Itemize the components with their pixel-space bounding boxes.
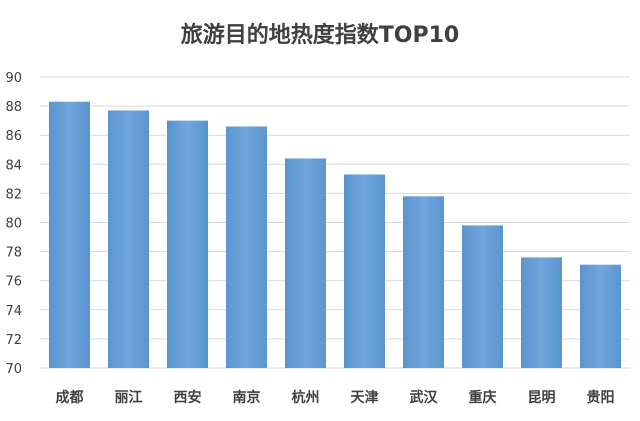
y-tick-label: 70 <box>5 362 22 377</box>
x-axis-labels: 成都 丽江 西安 南京 杭州 天津 武汉 重庆 昆明 贵阳 <box>56 389 615 406</box>
x-tick-label: 杭州 <box>292 389 320 406</box>
bars <box>49 101 621 369</box>
x-tick-label: 天津 <box>351 389 379 406</box>
y-tick-label: 90 <box>5 71 22 86</box>
y-tick-label: 78 <box>5 246 22 261</box>
bar-10 <box>580 264 621 368</box>
bar-6 <box>344 174 385 368</box>
bar-9 <box>521 257 562 368</box>
x-tick-label: 丽江 <box>115 389 143 406</box>
x-tick-label: 成都 <box>56 389 84 406</box>
chart-title: 旅游目的地热度指数TOP10 <box>181 22 459 48</box>
x-tick-label: 重庆 <box>469 389 497 406</box>
x-tick-label: 贵阳 <box>587 389 615 406</box>
bar-2 <box>108 110 149 368</box>
x-tick-label: 武汉 <box>410 389 439 406</box>
x-tick-label: 南京 <box>233 389 261 406</box>
bar-5 <box>285 158 326 368</box>
y-tick-label: 80 <box>5 217 22 232</box>
y-tick-label: 72 <box>5 333 22 348</box>
bar-3 <box>167 120 208 369</box>
x-tick-label: 西安 <box>174 389 202 406</box>
y-axis-ticks: 70 72 74 76 78 80 82 84 86 88 90 <box>5 71 22 377</box>
y-tick-label: 76 <box>5 275 22 290</box>
y-tick-label: 82 <box>5 187 22 202</box>
y-tick-label: 74 <box>5 304 22 319</box>
bar-4 <box>226 126 267 368</box>
bar-1 <box>49 101 90 369</box>
x-tick-label: 昆明 <box>528 390 556 406</box>
y-tick-label: 84 <box>5 158 22 173</box>
y-tick-label: 86 <box>5 129 22 144</box>
y-tick-label: 88 <box>5 100 22 115</box>
bar-7 <box>403 196 444 368</box>
bar-8 <box>462 225 503 368</box>
